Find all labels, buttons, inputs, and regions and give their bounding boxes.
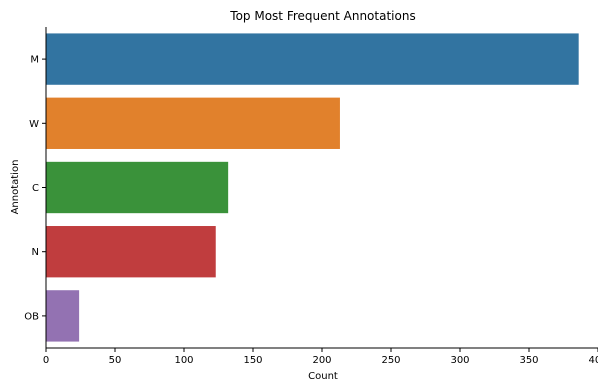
x-tick-label: 250 [381,355,400,366]
y-tick-label: C [32,183,39,194]
x-tick-label: 0 [43,355,49,366]
x-ticks-group: 0 50 100 150 200 250 300 350 400 [43,348,598,366]
x-tick-label: 200 [312,355,331,366]
y-tick-label: W [29,119,39,130]
x-tick-label: 350 [519,355,538,366]
y-tick-label: N [32,247,39,258]
y-tick-label: OB [24,311,39,322]
bar-c [46,161,229,214]
bars-group [46,33,579,342]
x-tick-label: 400 [588,355,598,366]
bar-ob [46,290,80,342]
x-tick-label: 150 [243,355,262,366]
x-axis-title: Count [308,371,338,380]
y-axis-title: Annotation [10,160,21,215]
x-tick-label: 300 [450,355,469,366]
y-ticks-group: M W C N OB [24,55,46,322]
chart-title: Top Most Frequent Annotations [229,9,415,23]
bar-n [46,226,216,278]
bar-m [46,33,579,85]
bar-w [46,97,340,149]
x-tick-label: 50 [109,355,122,366]
x-tick-label: 100 [174,355,193,366]
y-tick-label: M [30,55,39,66]
